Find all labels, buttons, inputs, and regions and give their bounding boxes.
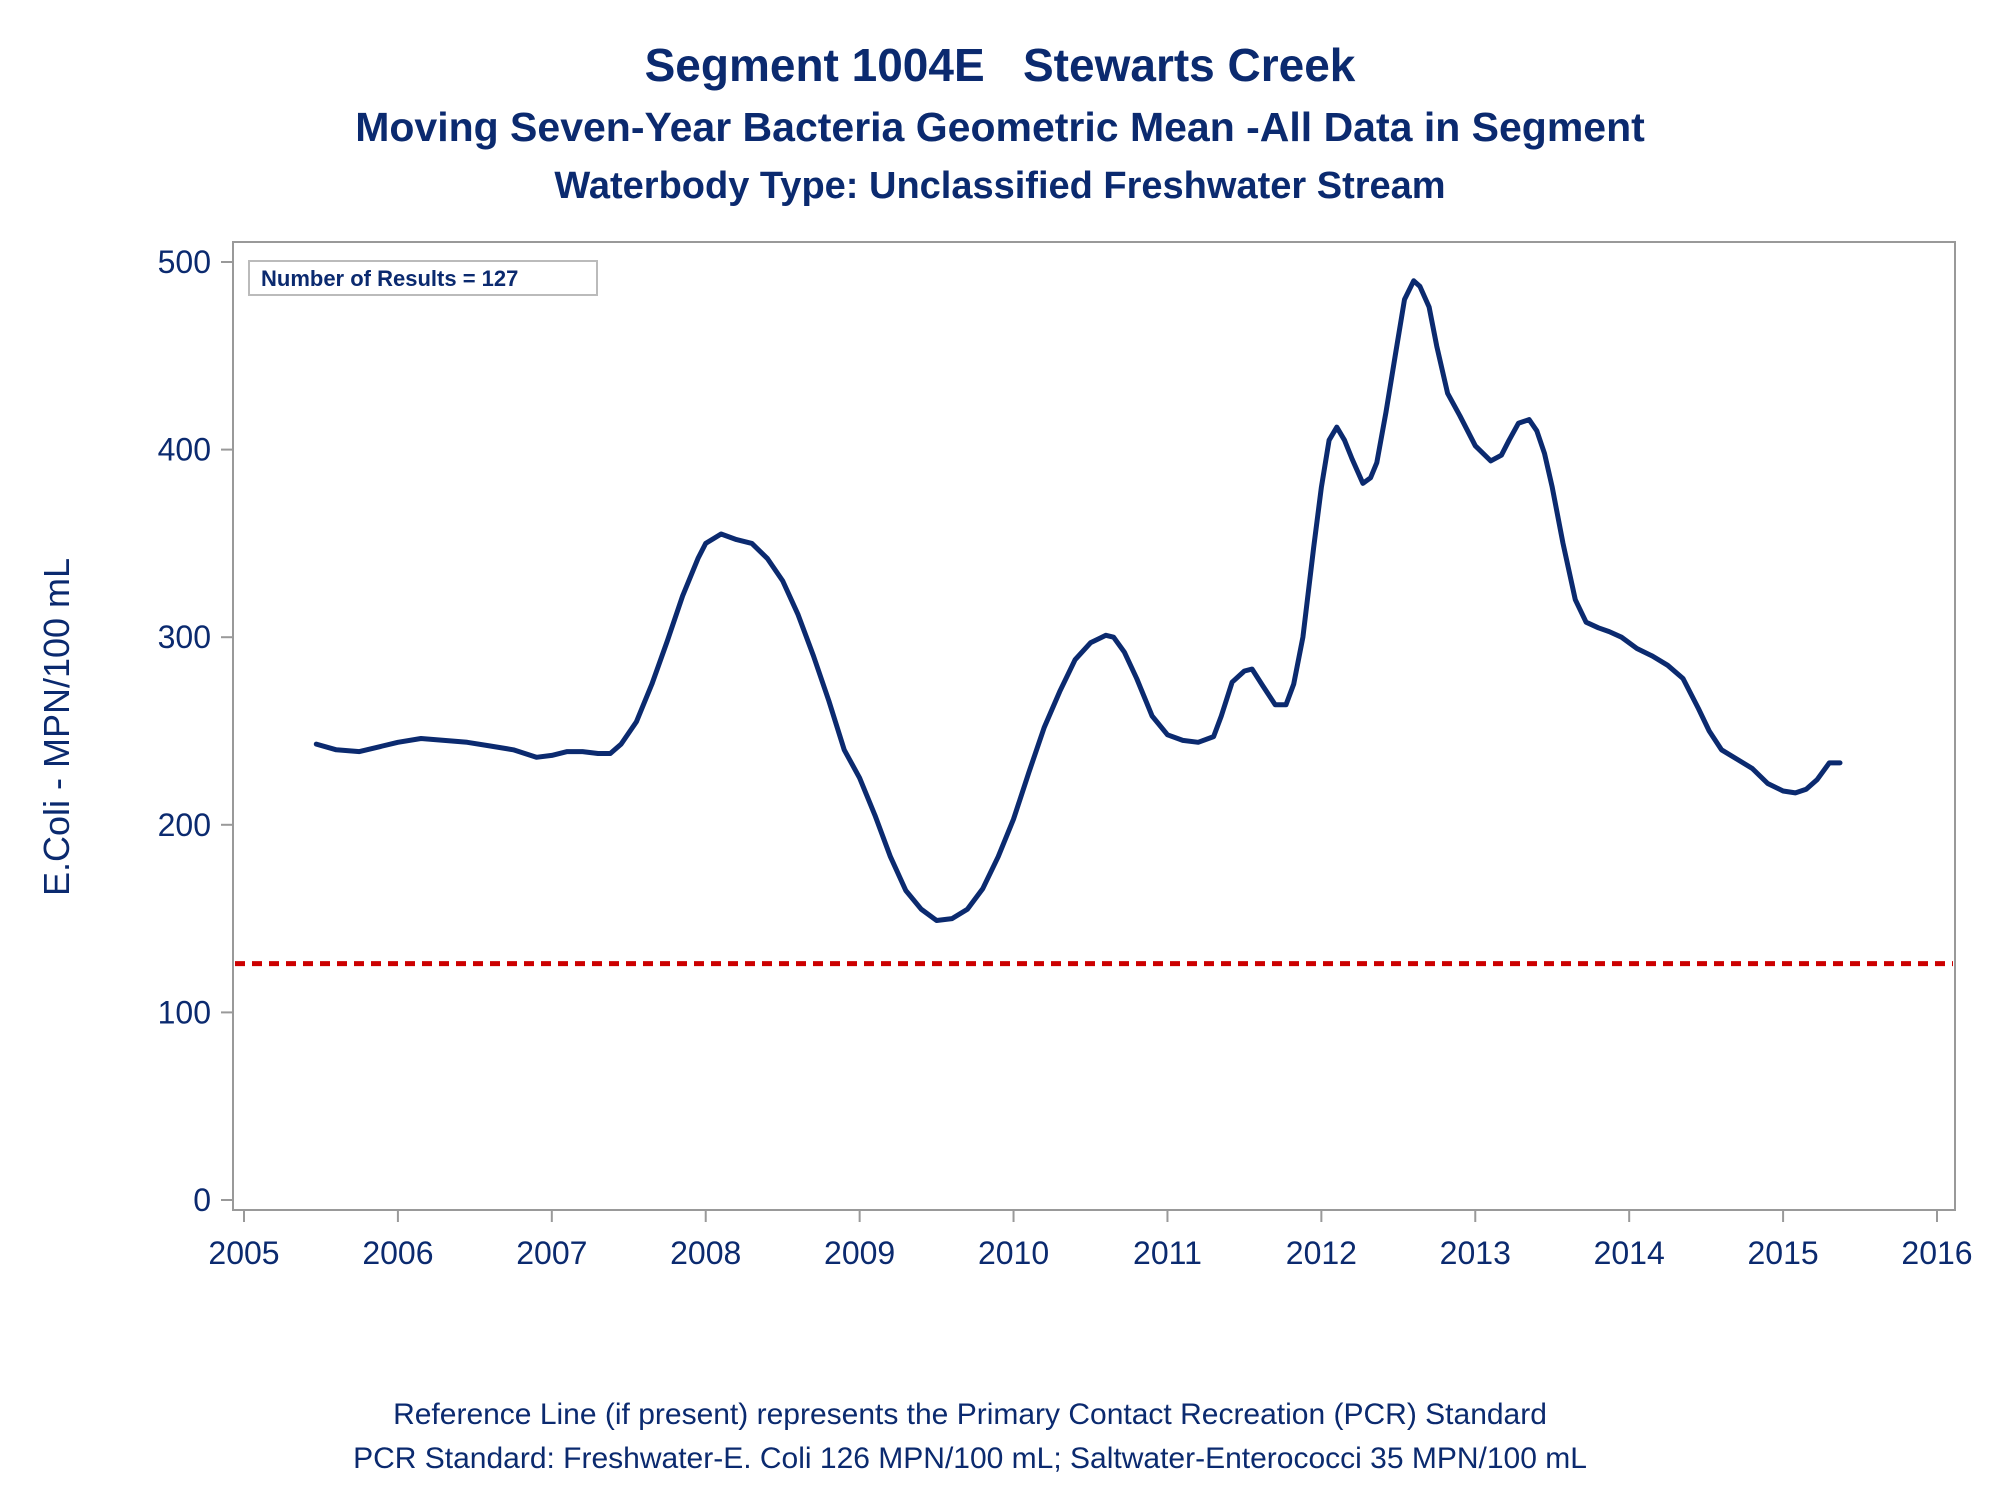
x-tick-label: 2006 [362, 1235, 433, 1271]
results-count-box [248, 260, 598, 296]
y-tick-label: 200 [158, 807, 211, 843]
footnote-reference: Reference Line (if present) represents t… [393, 1398, 1547, 1431]
footnote-standard: PCR Standard: Freshwater-E. Coli 126 MPN… [353, 1442, 1587, 1475]
x-tick-label: 2010 [978, 1235, 1049, 1271]
y-tick-label: 300 [158, 619, 211, 655]
chart-title: Segment 1004E Stewarts Creek [644, 39, 1356, 91]
chart-subtitle: Moving Seven-Year Bacteria Geometric Mea… [355, 104, 1645, 150]
geometric-mean-series-line [313, 278, 1843, 923]
y-tick-label: 100 [158, 994, 211, 1030]
x-tick-label: 2005 [208, 1235, 279, 1271]
results-count-annotation: Number of Results = 127 [261, 266, 518, 291]
x-tick-label: 2011 [1133, 1235, 1202, 1271]
x-tick-label: 2008 [670, 1235, 741, 1271]
y-tick-label: 400 [158, 432, 211, 468]
x-tick-label: 2012 [1286, 1235, 1357, 1271]
x-tick-label: 2009 [824, 1235, 895, 1271]
x-tick-label: 2014 [1594, 1235, 1665, 1271]
y-tick-label: 0 [193, 1182, 211, 1218]
plot-frame [232, 241, 1956, 1211]
x-tick-label: 2016 [1901, 1235, 1972, 1271]
x-tick-label: 2007 [516, 1235, 587, 1271]
x-tick-label: 2013 [1440, 1235, 1511, 1271]
y-axis-label: E.Coli - MPN/100 mL [36, 558, 77, 896]
x-tick-label: 2015 [1747, 1235, 1818, 1271]
chart-subtitle-2: Waterbody Type: Unclassified Freshwater … [554, 165, 1446, 207]
y-tick-label: 500 [158, 244, 211, 280]
